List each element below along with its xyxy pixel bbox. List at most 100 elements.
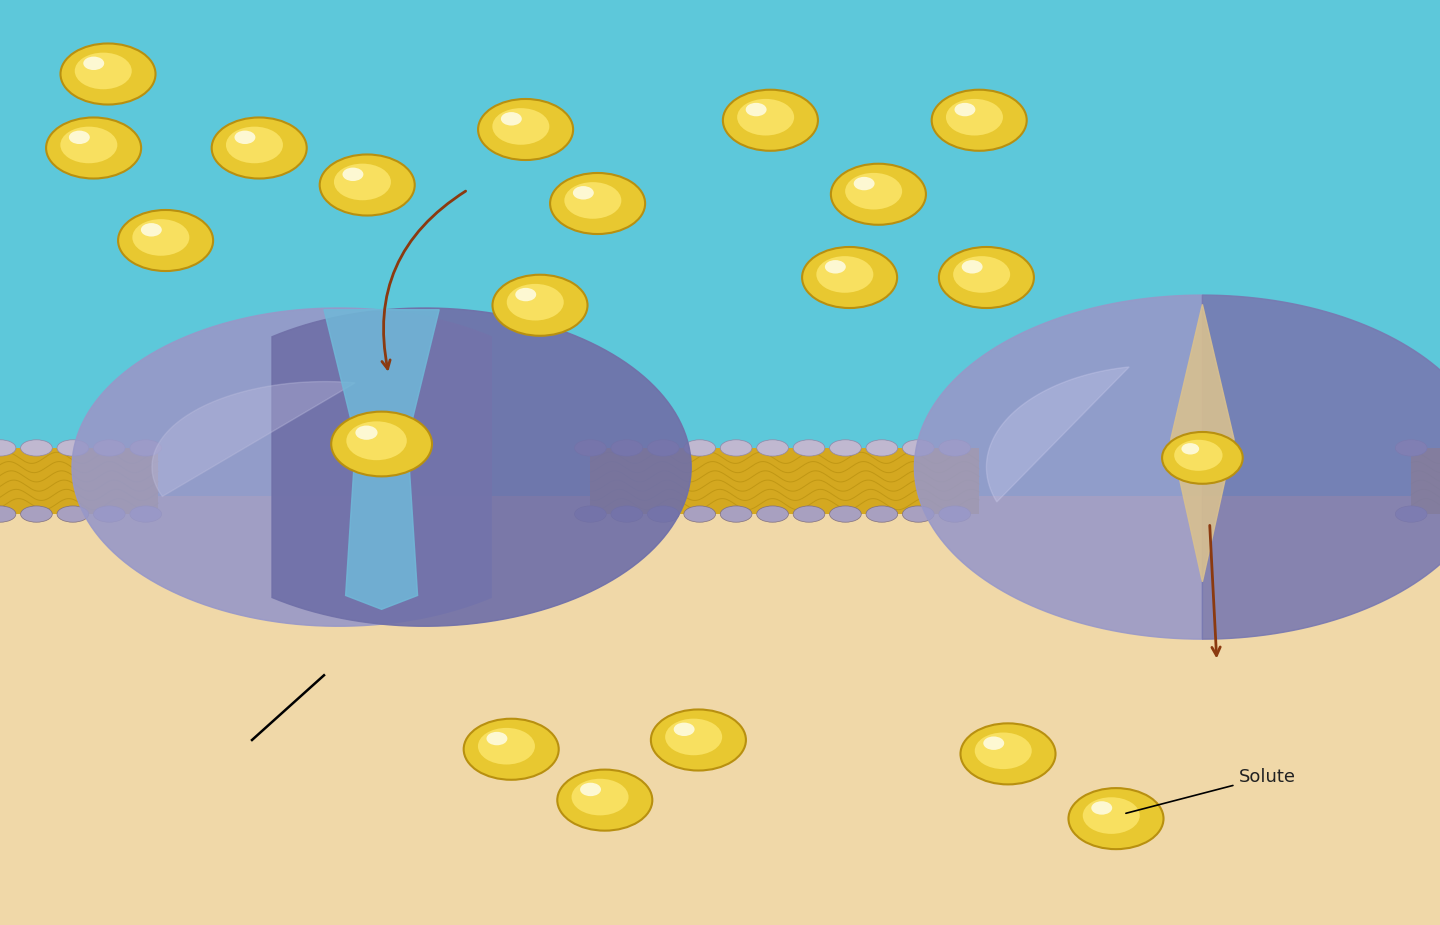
Ellipse shape [575, 439, 606, 456]
Ellipse shape [793, 506, 825, 523]
Ellipse shape [20, 506, 52, 523]
Polygon shape [1171, 304, 1234, 582]
Circle shape [723, 90, 818, 151]
Polygon shape [324, 310, 439, 610]
Ellipse shape [1395, 506, 1427, 523]
Ellipse shape [793, 439, 825, 456]
Circle shape [487, 732, 507, 746]
Circle shape [141, 223, 161, 237]
Ellipse shape [0, 506, 16, 523]
Bar [0, 496, 1440, 925]
Circle shape [320, 154, 415, 216]
Circle shape [975, 733, 1031, 770]
Polygon shape [914, 295, 1202, 639]
Ellipse shape [130, 439, 161, 456]
Circle shape [674, 722, 694, 736]
Circle shape [69, 130, 89, 144]
Circle shape [46, 117, 141, 179]
Bar [0, 0, 1440, 505]
Ellipse shape [94, 439, 125, 456]
Circle shape [516, 288, 536, 302]
Circle shape [831, 164, 926, 225]
Circle shape [955, 103, 975, 117]
Bar [1411, 448, 1440, 514]
Circle shape [1174, 439, 1223, 471]
Circle shape [825, 260, 845, 274]
Ellipse shape [829, 439, 861, 456]
Text: Solute: Solute [1126, 768, 1296, 813]
Ellipse shape [94, 506, 125, 523]
Ellipse shape [58, 506, 89, 523]
Ellipse shape [939, 439, 971, 456]
Ellipse shape [757, 439, 789, 456]
Circle shape [1181, 443, 1200, 454]
Circle shape [932, 90, 1027, 151]
Ellipse shape [611, 439, 642, 456]
Polygon shape [153, 382, 356, 497]
Circle shape [550, 173, 645, 234]
Circle shape [984, 736, 1004, 750]
Circle shape [557, 770, 652, 831]
Ellipse shape [648, 506, 680, 523]
Ellipse shape [575, 506, 606, 523]
Circle shape [346, 422, 408, 461]
Circle shape [507, 284, 564, 321]
Circle shape [953, 256, 1011, 293]
Ellipse shape [0, 439, 16, 456]
Circle shape [665, 719, 721, 755]
Circle shape [84, 56, 104, 70]
Circle shape [1162, 432, 1243, 484]
Circle shape [816, 256, 873, 293]
Ellipse shape [684, 506, 716, 523]
Circle shape [580, 783, 600, 796]
Circle shape [1083, 797, 1140, 834]
Circle shape [501, 112, 521, 126]
Ellipse shape [865, 439, 897, 456]
Circle shape [478, 728, 534, 764]
Circle shape [464, 719, 559, 780]
Polygon shape [986, 367, 1129, 502]
Ellipse shape [720, 506, 752, 523]
Bar [0, 448, 158, 514]
Polygon shape [72, 308, 491, 626]
Circle shape [492, 275, 588, 336]
Polygon shape [1202, 295, 1440, 639]
Ellipse shape [939, 506, 971, 523]
Circle shape [845, 173, 901, 210]
Circle shape [478, 99, 573, 160]
Ellipse shape [20, 439, 52, 456]
Circle shape [572, 779, 628, 816]
Circle shape [343, 167, 363, 181]
Bar [590, 448, 979, 514]
Ellipse shape [757, 506, 789, 523]
Circle shape [564, 182, 622, 219]
Circle shape [746, 103, 766, 117]
Circle shape [75, 53, 132, 90]
Circle shape [212, 117, 307, 179]
Circle shape [1092, 801, 1112, 815]
Ellipse shape [648, 439, 680, 456]
Circle shape [226, 127, 284, 164]
Ellipse shape [611, 506, 642, 523]
Circle shape [356, 426, 377, 439]
Circle shape [573, 186, 593, 200]
Circle shape [492, 108, 550, 145]
Ellipse shape [58, 439, 89, 456]
Circle shape [334, 164, 392, 201]
Circle shape [1068, 788, 1164, 849]
Circle shape [60, 43, 156, 105]
Circle shape [118, 210, 213, 271]
Ellipse shape [903, 506, 935, 523]
Circle shape [939, 247, 1034, 308]
Ellipse shape [829, 506, 861, 523]
Ellipse shape [865, 506, 897, 523]
Ellipse shape [1395, 439, 1427, 456]
Circle shape [331, 412, 432, 476]
Circle shape [960, 723, 1056, 784]
Ellipse shape [720, 439, 752, 456]
Circle shape [802, 247, 897, 308]
Circle shape [737, 99, 795, 136]
Circle shape [235, 130, 255, 144]
Circle shape [132, 219, 190, 256]
Polygon shape [272, 308, 691, 626]
